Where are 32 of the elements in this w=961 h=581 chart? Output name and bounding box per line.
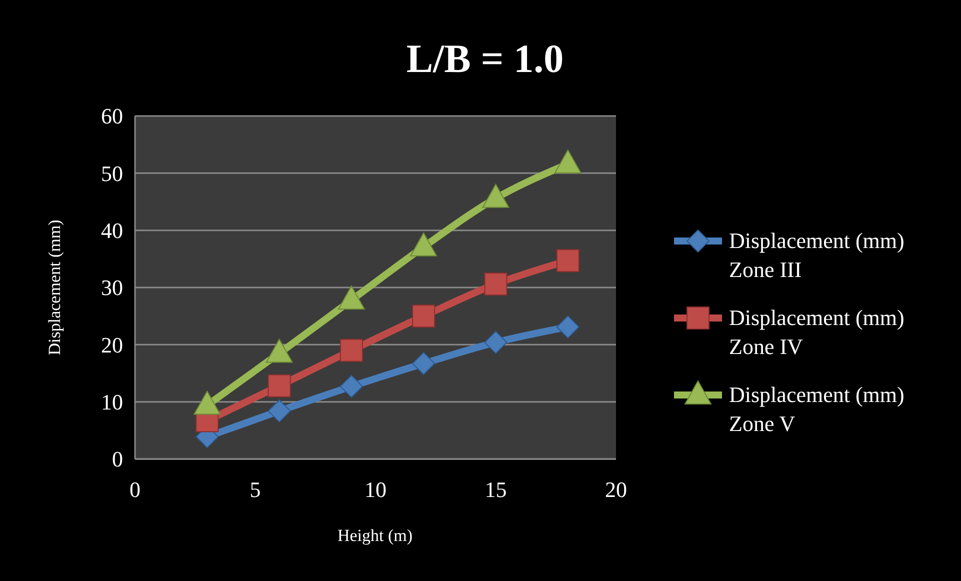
point xyxy=(268,374,291,398)
point xyxy=(268,399,291,422)
x-tick-label: 20 xyxy=(605,477,627,502)
x-axis-title: Height (m) xyxy=(337,526,413,545)
x-tick-label: 5 xyxy=(250,477,261,502)
y-tick-label: 30 xyxy=(101,275,123,300)
y-axis-title: Displacement (mm) xyxy=(45,220,64,356)
legend-label: Displacement (mm) Zone V xyxy=(729,382,904,436)
y-tick-label: 10 xyxy=(101,390,123,415)
y-tick-label: 0 xyxy=(112,446,123,472)
point xyxy=(484,330,508,354)
point xyxy=(410,232,438,256)
y-tick-label: 20 xyxy=(101,332,123,358)
point xyxy=(482,184,510,208)
point xyxy=(338,286,365,310)
legend-label: Displacement (mm) Zone III xyxy=(729,228,904,282)
point xyxy=(484,272,508,296)
point xyxy=(556,249,580,272)
x-tick-label: 15 xyxy=(484,477,507,502)
y-tick-label: 40 xyxy=(101,218,123,244)
point xyxy=(340,374,363,398)
y-tick-label: 60 xyxy=(101,104,123,129)
point xyxy=(412,304,436,328)
point xyxy=(340,338,363,362)
chart-title: L/B = 1.0 xyxy=(406,36,564,81)
x-tick-label: 0 xyxy=(130,477,140,502)
point xyxy=(554,150,582,174)
point xyxy=(556,315,580,338)
x-tick-label: 10 xyxy=(364,477,386,502)
point xyxy=(412,352,436,376)
y-tick-label: 50 xyxy=(101,160,123,186)
legend-label: Displacement (mm) Zone IV xyxy=(729,305,904,359)
